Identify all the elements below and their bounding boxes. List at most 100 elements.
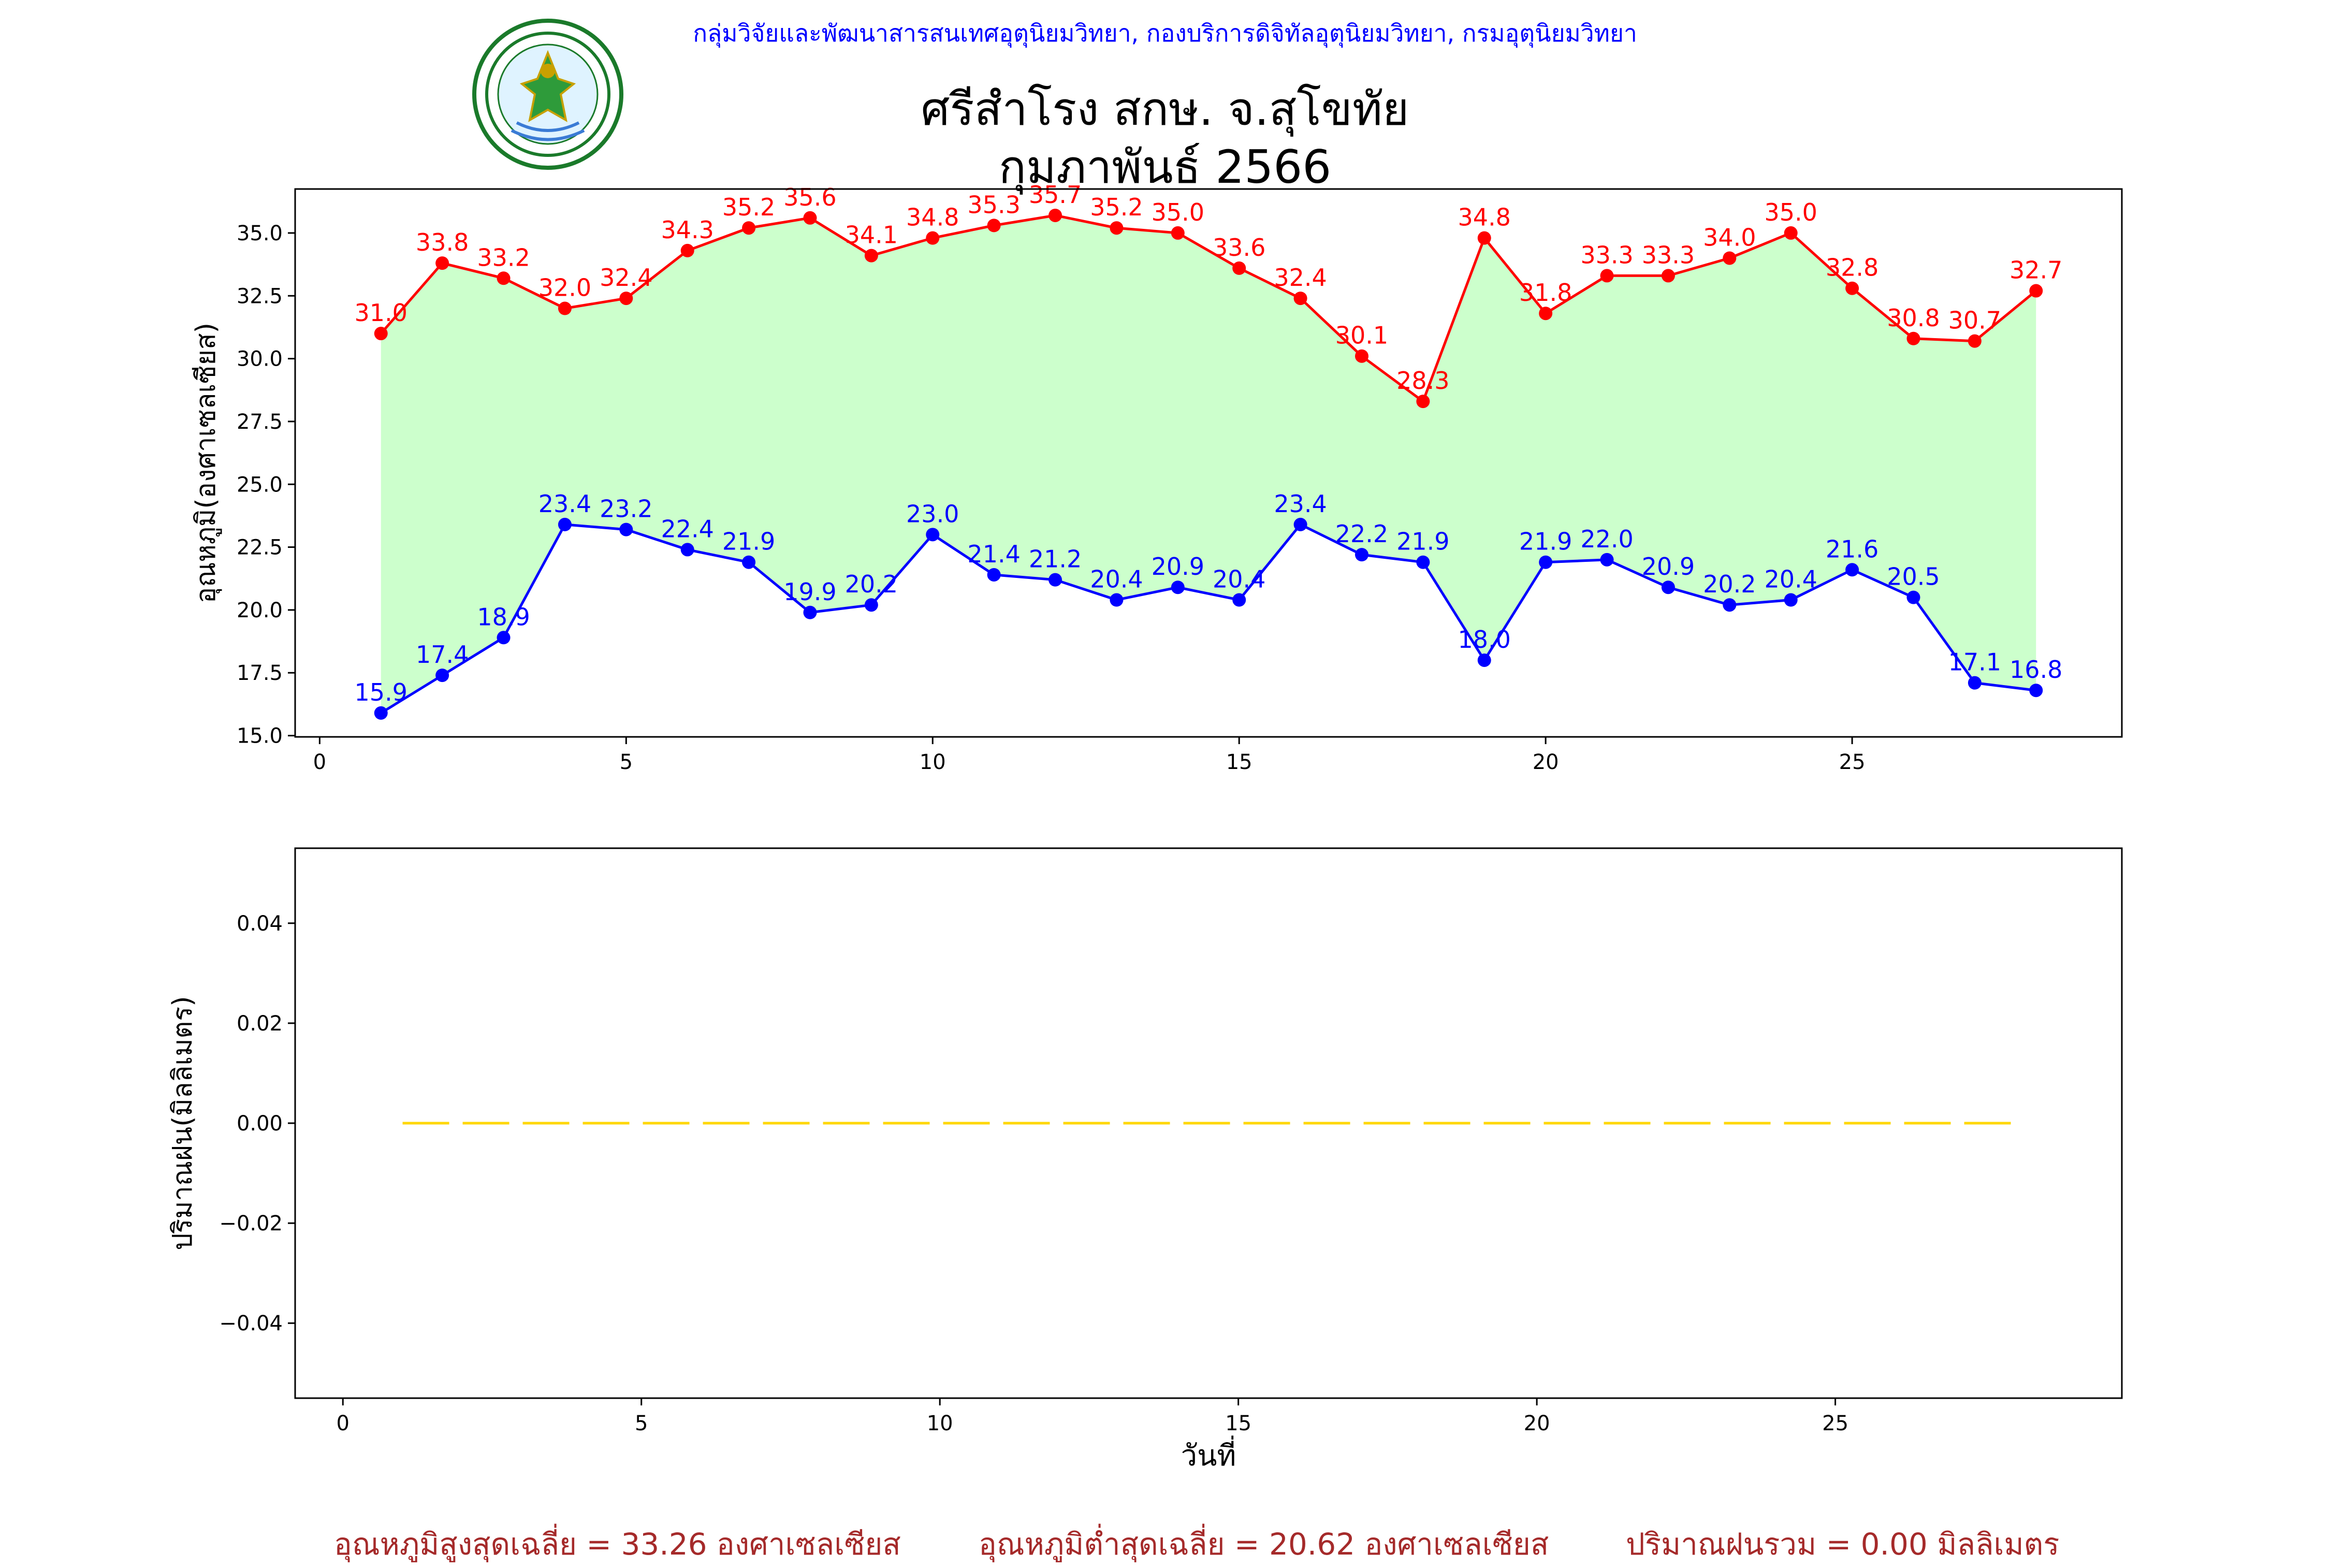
org-header-line: กลุ่มวิจัยและพัฒนาสารสนเทศอุตุนิยมวิทยา,… bbox=[693, 19, 1637, 47]
min-temp-value-label: 22.2 bbox=[1335, 520, 1388, 548]
min-temp-point bbox=[1477, 653, 1491, 667]
rainfall-y-axis-label: ปริมาณฝน(มิลลิเมตร) bbox=[167, 996, 198, 1250]
max-temp-point bbox=[374, 327, 388, 341]
rainfall-chart: 0 5 10 15 20 25 −0.04 −0.02 0.00 0.02 0.04 ปริมาณฝ… bbox=[167, 847, 2123, 1473]
max-temp-value-label: 34.8 bbox=[1458, 204, 1511, 231]
max-temp-point bbox=[1600, 269, 1614, 283]
y-tick-label: 0.02 bbox=[237, 1012, 283, 1036]
min-temp-point bbox=[1600, 553, 1614, 567]
x-tick-label: 25 bbox=[1822, 1412, 1848, 1435]
x-tick-label: 5 bbox=[635, 1412, 648, 1435]
min-temp-point bbox=[497, 631, 511, 645]
x-tick-label: 15 bbox=[1226, 750, 1253, 774]
min-temp-point bbox=[1416, 555, 1430, 569]
max-temp-point bbox=[926, 231, 940, 245]
max-temp-value-label: 35.2 bbox=[722, 193, 775, 221]
y-tick-label: 22.5 bbox=[237, 536, 283, 560]
max-temp-point bbox=[1355, 349, 1368, 363]
y-tick-label: 30.0 bbox=[237, 347, 283, 371]
min-temp-value-label: 21.2 bbox=[1029, 545, 1082, 573]
tmd-logo-icon bbox=[472, 19, 623, 170]
min-temp-point bbox=[1293, 517, 1307, 531]
y-tick-label: 0.04 bbox=[237, 912, 283, 936]
max-temp-point bbox=[1723, 251, 1737, 265]
max-temp-value-label: 33.3 bbox=[1642, 241, 1695, 269]
min-temp-value-label: 22.4 bbox=[661, 515, 713, 543]
min-temp-value-label: 21.9 bbox=[1396, 528, 1449, 556]
y-tick-label: −0.02 bbox=[219, 1212, 283, 1236]
min-temp-value-label: 20.4 bbox=[1090, 565, 1143, 593]
min-temp-value-label: 21.6 bbox=[1826, 535, 1878, 563]
max-temp-point bbox=[1110, 221, 1124, 235]
min-temp-value-label: 18.0 bbox=[1458, 626, 1511, 654]
min-temp-value-label: 20.2 bbox=[845, 570, 898, 598]
max-temp-value-label: 35.0 bbox=[1152, 198, 1204, 226]
max-temp-value-label: 34.0 bbox=[1703, 223, 1756, 251]
y-tick-label: 20.0 bbox=[237, 599, 283, 622]
max-temp-point bbox=[619, 292, 633, 306]
min-temp-point bbox=[1845, 563, 1859, 577]
month-title: กุมภาพันธ์ 2566 bbox=[998, 140, 1332, 194]
temperature-range-fill bbox=[381, 215, 2036, 713]
max-temp-value-label: 32.4 bbox=[1274, 264, 1327, 292]
min-temp-point bbox=[987, 568, 1001, 582]
max-temp-point bbox=[1661, 269, 1675, 283]
min-temp-value-label: 21.4 bbox=[967, 540, 1020, 568]
min-temp-point bbox=[1110, 593, 1124, 607]
min-temp-value-label: 23.4 bbox=[538, 490, 591, 518]
avg-max-temp-stat: อุณหภูมิสูงสุดเฉลี่ย = 33.26 องศาเซลเซีย… bbox=[334, 1527, 901, 1562]
max-temp-point bbox=[803, 211, 817, 225]
max-temp-value-label: 33.6 bbox=[1213, 234, 1265, 262]
max-temp-value-label: 35.6 bbox=[783, 183, 836, 211]
station-title: ศรีสำโรง สกษ. จ.สุโขทัย bbox=[921, 82, 1409, 136]
max-temp-point bbox=[1784, 226, 1798, 240]
x-tick-label: 20 bbox=[1533, 750, 1559, 774]
min-temp-point bbox=[1539, 555, 1553, 569]
max-temp-value-label: 32.0 bbox=[538, 274, 591, 302]
min-temp-point bbox=[619, 522, 633, 536]
y-tick-label: 25.0 bbox=[237, 473, 283, 497]
max-temp-point bbox=[2029, 284, 2043, 298]
x-tick-label: 0 bbox=[337, 1412, 350, 1435]
max-temp-point bbox=[1845, 281, 1859, 295]
min-temp-point bbox=[374, 706, 388, 720]
max-temp-point bbox=[1171, 226, 1185, 240]
min-temp-value-label: 20.4 bbox=[1213, 565, 1265, 593]
max-temp-value-label: 30.1 bbox=[1335, 322, 1388, 350]
x-tick-label: 25 bbox=[1839, 750, 1866, 774]
x-tick-label: 20 bbox=[1524, 1412, 1550, 1435]
min-temp-value-label: 20.9 bbox=[1152, 553, 1204, 580]
max-temp-point bbox=[680, 243, 694, 257]
y-tick-label: −0.04 bbox=[219, 1312, 283, 1335]
min-temp-point bbox=[680, 543, 694, 557]
y-tick-label: 0.00 bbox=[237, 1112, 283, 1136]
max-temp-point bbox=[1477, 231, 1491, 245]
max-temp-point bbox=[742, 221, 756, 235]
max-temp-point bbox=[1048, 208, 1062, 222]
max-temp-value-label: 30.7 bbox=[1948, 307, 2001, 335]
min-temp-value-label: 20.4 bbox=[1764, 565, 1817, 593]
max-temp-point bbox=[558, 301, 572, 315]
max-temp-value-label: 32.4 bbox=[600, 264, 652, 292]
min-temp-point bbox=[1968, 676, 1982, 690]
min-temp-value-label: 20.5 bbox=[1887, 563, 1940, 591]
min-temp-point bbox=[1048, 573, 1062, 587]
max-temp-point bbox=[1906, 331, 1920, 345]
max-temp-point bbox=[1968, 334, 1982, 348]
min-temp-value-label: 17.4 bbox=[416, 641, 469, 669]
min-temp-value-label: 20.2 bbox=[1703, 570, 1756, 598]
max-temp-value-label: 35.7 bbox=[1029, 181, 1082, 209]
min-temp-point bbox=[742, 555, 756, 569]
max-temp-point bbox=[1293, 292, 1307, 306]
min-temp-point bbox=[803, 605, 817, 619]
min-temp-point bbox=[1784, 593, 1798, 607]
max-temp-point bbox=[1539, 307, 1553, 321]
min-temp-point bbox=[926, 528, 940, 542]
min-temp-value-label: 21.9 bbox=[722, 528, 775, 556]
min-temp-point bbox=[435, 669, 449, 683]
max-temp-point bbox=[1232, 261, 1246, 275]
max-temp-value-label: 34.1 bbox=[845, 221, 898, 249]
min-temp-value-label: 18.9 bbox=[477, 603, 530, 631]
max-temp-value-label: 35.2 bbox=[1090, 193, 1143, 221]
min-temp-point bbox=[1723, 598, 1737, 612]
